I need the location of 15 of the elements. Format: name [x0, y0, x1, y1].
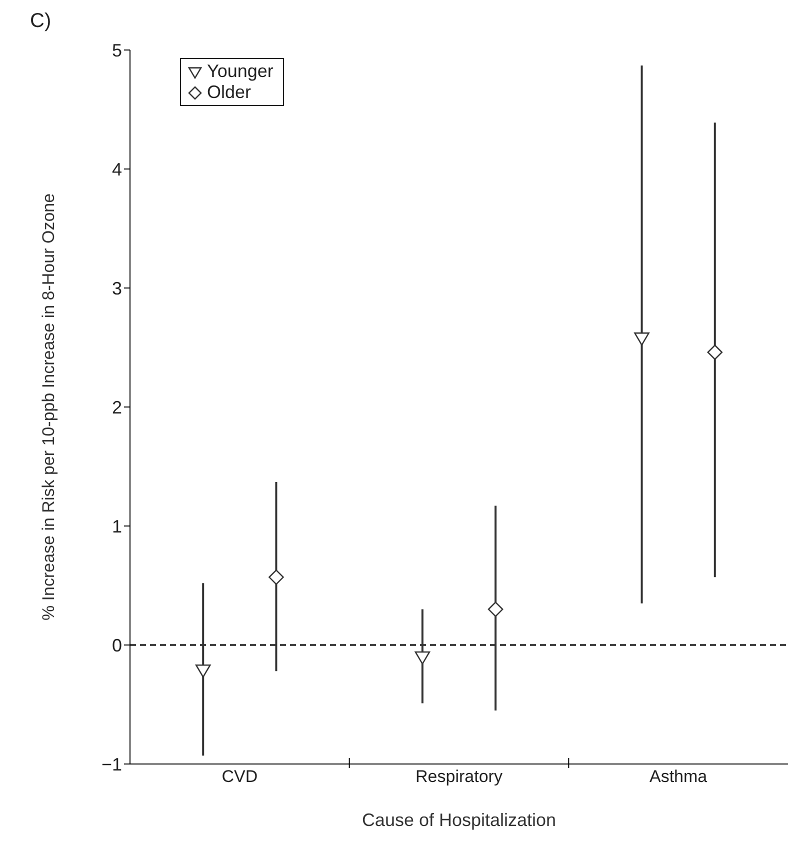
y-tick-label: 4	[112, 159, 122, 180]
y-tick-label: 5	[112, 40, 122, 60]
x-tick-label: CVD	[222, 767, 258, 786]
chart-title: C)	[30, 10, 52, 33]
y-tick-label: 2	[112, 397, 122, 418]
y-tick-label: 1	[112, 516, 122, 536]
y-tick-label: 3	[112, 278, 122, 298]
y-tick-label: 0	[112, 635, 122, 656]
y-axis-title: % Increase in Risk per 10-ppb Increase in 8-Hour Ozone	[39, 193, 58, 621]
x-axis-title: Cause of Hospitalization	[362, 810, 556, 830]
legend-label: Younger	[207, 61, 274, 82]
y-tick-label: −1	[101, 754, 122, 774]
x-tick-label: Asthma	[650, 767, 708, 786]
x-tick-label: Respiratory	[416, 767, 503, 786]
legend-label: Older	[207, 82, 252, 103]
